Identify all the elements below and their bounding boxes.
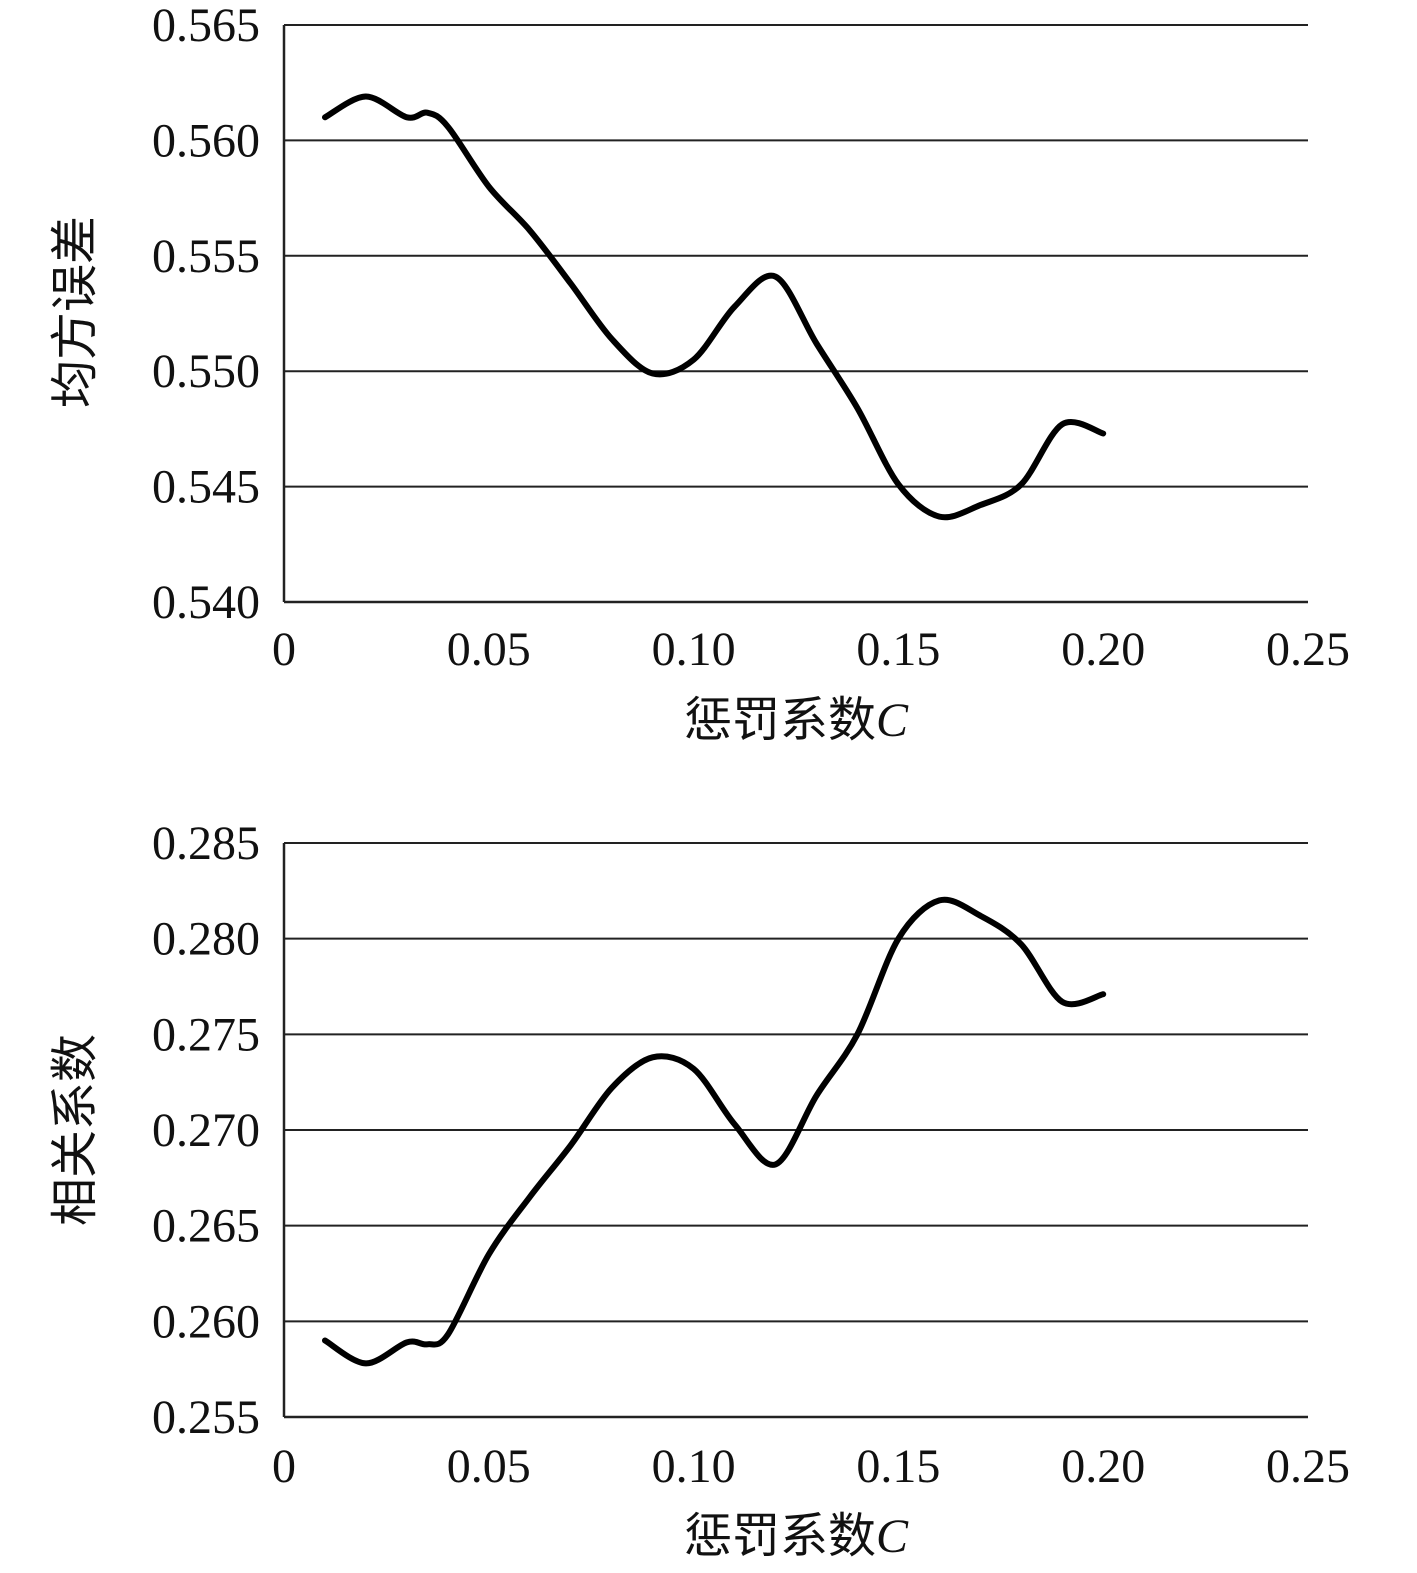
x-tick-label: 0.05 bbox=[447, 623, 531, 676]
y-tick-label: 0.545 bbox=[152, 461, 260, 514]
y-tick-label: 0.565 bbox=[152, 0, 260, 52]
y-axis-label: 相关系数 bbox=[47, 1034, 103, 1226]
series-line bbox=[322, 896, 1107, 1367]
x-axis-label: 惩罚系数C bbox=[684, 692, 909, 748]
x-tick-label: 0 bbox=[272, 1440, 296, 1493]
x-tick-label: 0.10 bbox=[652, 1440, 736, 1493]
y-tick-label: 0.280 bbox=[152, 913, 260, 966]
x-tick-label: 0 bbox=[272, 623, 296, 676]
x-tick-label: 0.20 bbox=[1061, 1440, 1145, 1493]
y-tick-label: 0.275 bbox=[152, 1008, 260, 1061]
x-tick-label: 0.25 bbox=[1266, 623, 1350, 676]
y-tick-label: 0.270 bbox=[152, 1104, 260, 1157]
y-tick-label: 0.255 bbox=[152, 1391, 260, 1444]
y-tick-label: 0.540 bbox=[152, 576, 260, 629]
y-tick-label: 0.555 bbox=[152, 230, 260, 283]
y-tick-label: 0.265 bbox=[152, 1200, 260, 1253]
x-tick-label: 0.15 bbox=[856, 623, 940, 676]
y-tick-label: 0.285 bbox=[152, 817, 260, 870]
x-axis-label: 惩罚系数C bbox=[684, 1508, 909, 1564]
series-line bbox=[322, 93, 1107, 521]
x-tick-label: 0.25 bbox=[1266, 1440, 1350, 1493]
x-tick-label: 0.05 bbox=[447, 1440, 531, 1493]
y-tick-label: 0.260 bbox=[152, 1295, 260, 1348]
y-tick-label: 0.560 bbox=[152, 114, 260, 167]
x-tick-label: 0.15 bbox=[856, 1440, 940, 1493]
y-tick-label: 0.550 bbox=[152, 345, 260, 398]
y-axis-label: 均方误差 bbox=[47, 216, 103, 408]
x-tick-label: 0.10 bbox=[652, 623, 736, 676]
x-tick-label: 0.20 bbox=[1061, 623, 1145, 676]
